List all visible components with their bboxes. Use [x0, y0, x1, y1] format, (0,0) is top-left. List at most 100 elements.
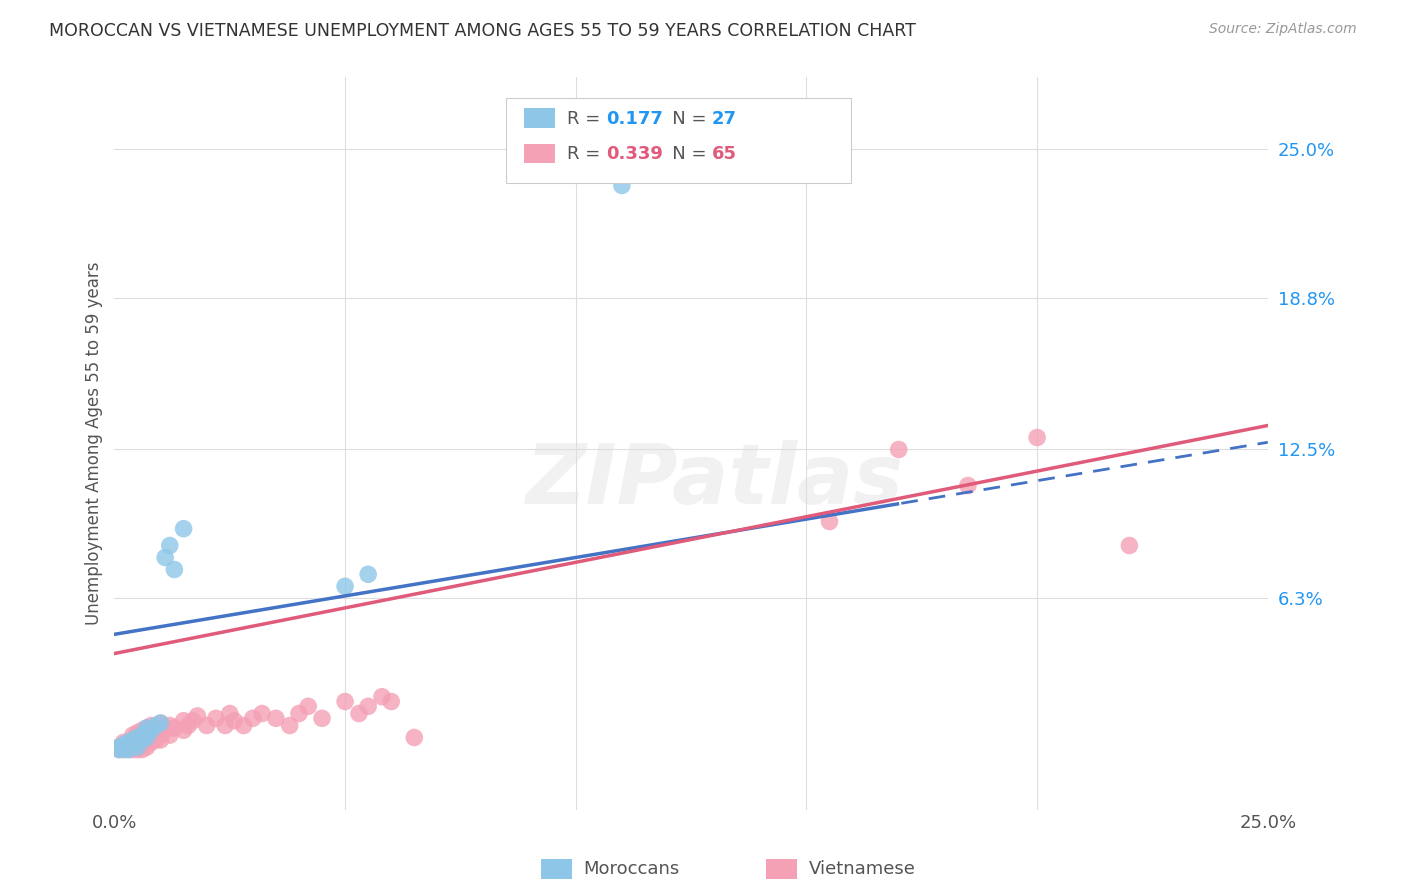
Text: N =: N = — [655, 110, 713, 128]
Text: R =: R = — [567, 145, 606, 163]
Point — [333, 579, 356, 593]
Point — [214, 718, 236, 732]
Point — [224, 714, 246, 728]
Point — [135, 740, 157, 755]
Text: Moroccans: Moroccans — [583, 860, 679, 878]
Point — [121, 733, 143, 747]
Text: 27: 27 — [711, 110, 737, 128]
Point — [177, 718, 200, 732]
Point — [173, 723, 195, 738]
Point — [112, 740, 135, 755]
Point — [141, 723, 163, 738]
Point — [278, 718, 301, 732]
Point — [380, 694, 402, 708]
Point — [117, 742, 139, 756]
Point — [131, 733, 153, 747]
Point — [135, 735, 157, 749]
Point — [131, 731, 153, 745]
Point — [141, 728, 163, 742]
Point — [121, 738, 143, 752]
Point — [127, 725, 149, 739]
Point — [117, 742, 139, 756]
Point — [311, 711, 333, 725]
Point — [117, 735, 139, 749]
Point — [818, 515, 841, 529]
Text: Vietnamese: Vietnamese — [808, 860, 915, 878]
Point — [371, 690, 394, 704]
Point — [173, 522, 195, 536]
Point — [357, 699, 380, 714]
Point — [347, 706, 370, 721]
Text: N =: N = — [655, 145, 713, 163]
Point — [149, 725, 172, 739]
Point — [121, 742, 143, 756]
Point — [159, 728, 181, 742]
Point — [1118, 539, 1140, 553]
Point — [121, 738, 143, 752]
Text: ZIPatlas: ZIPatlas — [526, 440, 903, 521]
Point — [153, 550, 176, 565]
Point — [149, 716, 172, 731]
Point — [186, 709, 208, 723]
Text: Source: ZipAtlas.com: Source: ZipAtlas.com — [1209, 22, 1357, 37]
Point — [108, 740, 131, 755]
Point — [153, 723, 176, 738]
Text: MOROCCAN VS VIETNAMESE UNEMPLOYMENT AMONG AGES 55 TO 59 YEARS CORRELATION CHART: MOROCCAN VS VIETNAMESE UNEMPLOYMENT AMON… — [49, 22, 917, 40]
Point — [127, 738, 149, 752]
Point — [610, 178, 633, 193]
Point — [127, 731, 149, 745]
Text: 65: 65 — [711, 145, 737, 163]
Point — [131, 738, 153, 752]
Point — [288, 706, 311, 721]
Point — [108, 740, 131, 755]
Point — [117, 740, 139, 755]
Point — [232, 718, 254, 732]
Point — [135, 731, 157, 745]
Point — [117, 735, 139, 749]
Text: 0.339: 0.339 — [606, 145, 662, 163]
Point — [141, 718, 163, 732]
Point — [333, 694, 356, 708]
Point — [956, 478, 979, 492]
Point — [108, 742, 131, 756]
Point — [112, 738, 135, 752]
Point — [1026, 430, 1049, 444]
Point — [181, 714, 204, 728]
Point — [121, 728, 143, 742]
Point — [242, 711, 264, 725]
Point — [127, 733, 149, 747]
Point — [159, 718, 181, 732]
Point — [145, 733, 167, 747]
Point — [250, 706, 273, 721]
Point — [127, 742, 149, 756]
Text: R =: R = — [567, 110, 606, 128]
Point — [108, 742, 131, 756]
Point — [357, 567, 380, 582]
Point — [135, 721, 157, 735]
Point — [205, 711, 228, 725]
Point — [135, 728, 157, 742]
Point — [135, 725, 157, 739]
Point — [127, 735, 149, 749]
Point — [135, 721, 157, 735]
Point — [117, 740, 139, 755]
Point — [264, 711, 287, 725]
Point — [131, 723, 153, 738]
Point — [127, 740, 149, 755]
Point — [112, 742, 135, 756]
Point — [149, 716, 172, 731]
Y-axis label: Unemployment Among Ages 55 to 59 years: Unemployment Among Ages 55 to 59 years — [86, 261, 103, 625]
Point — [159, 539, 181, 553]
Point — [112, 735, 135, 749]
Point — [163, 721, 186, 735]
Point — [145, 723, 167, 738]
Point — [141, 735, 163, 749]
Point — [121, 733, 143, 747]
Point — [195, 718, 218, 732]
Point — [887, 442, 910, 457]
Point — [173, 714, 195, 728]
Point — [131, 742, 153, 756]
Point — [218, 706, 240, 721]
Text: 0.177: 0.177 — [606, 110, 662, 128]
Point — [112, 742, 135, 756]
